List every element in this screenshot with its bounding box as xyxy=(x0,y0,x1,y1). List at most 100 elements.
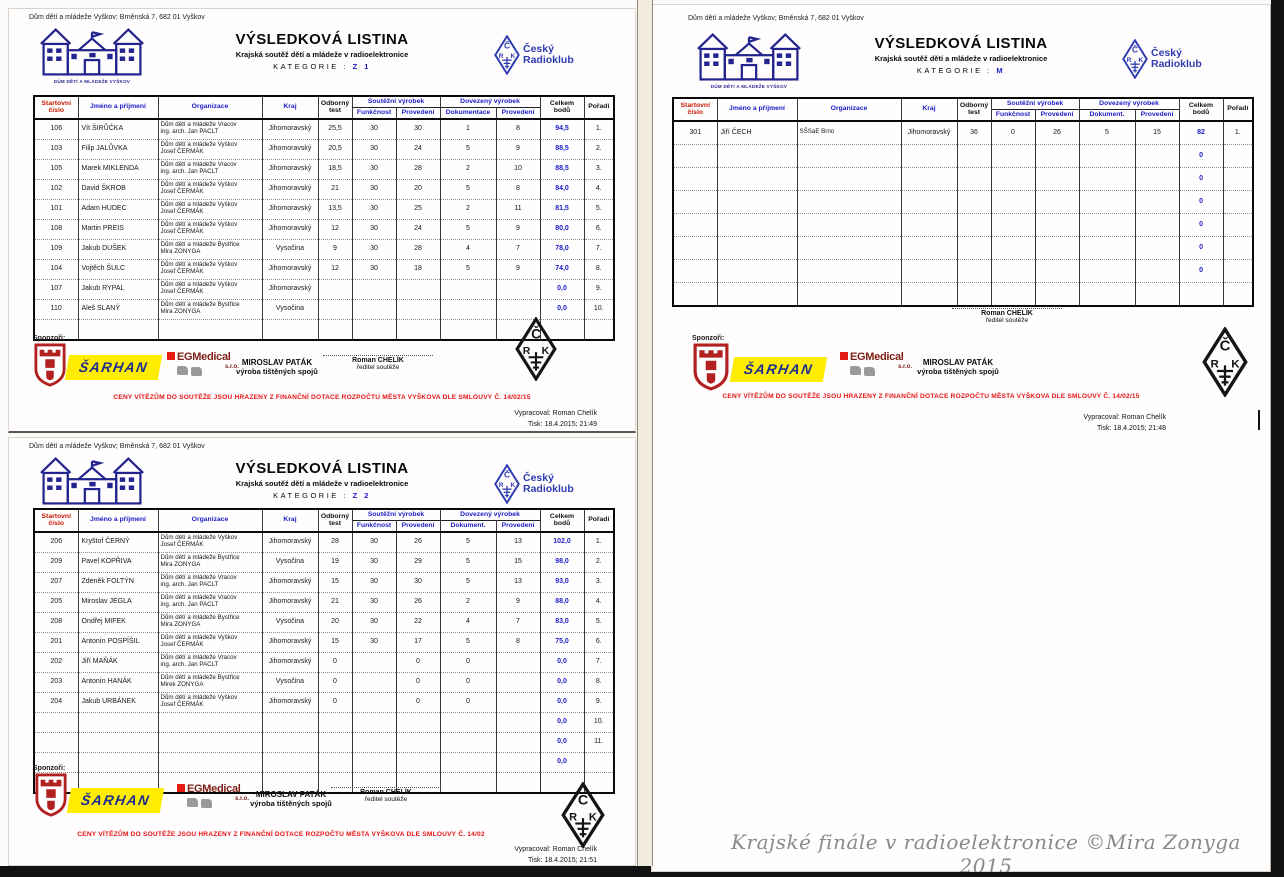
cell-c xyxy=(672,236,718,260)
col-poradi: Pořadí xyxy=(1222,98,1254,121)
cell-k: Jihomoravský xyxy=(261,118,319,140)
cell-organizace xyxy=(796,144,902,168)
cell-d xyxy=(1078,213,1136,237)
cell-t xyxy=(956,236,992,260)
category-value: Z 1 xyxy=(352,62,371,71)
cell-organizace: Dům dětí a mládeže Vracov ing. arch. Jan … xyxy=(157,652,263,673)
cell-organizace: Dům dětí a mládeže Vyškov Josef ČERMÁK xyxy=(157,279,263,300)
title-block: VÝSLEDKOVÁ LISTINA Krajská soutěž dětí a… xyxy=(139,31,505,71)
table-row xyxy=(33,319,615,340)
cell-por: 6. xyxy=(583,632,615,653)
disclaimer-text: CENY VÍTĚZŮM DO SOUTĚŽE JSOU HRAZENY Z F… xyxy=(77,831,485,838)
cell-k xyxy=(900,213,958,237)
cell-t: 12 xyxy=(317,259,353,280)
svg-text:Č: Č xyxy=(504,469,510,480)
cell-por xyxy=(1222,167,1254,191)
cell-organizace xyxy=(796,167,902,191)
cell-p2 xyxy=(495,732,541,753)
col-organizace: Organizace xyxy=(157,96,263,119)
cell-cb: 0 xyxy=(1178,259,1224,283)
svg-text:K: K xyxy=(542,346,550,357)
cell-por: 1. xyxy=(1222,120,1254,145)
cell-cb: 0,0 xyxy=(539,652,585,673)
cell-c xyxy=(672,144,718,168)
cell-por: 5. xyxy=(583,199,615,220)
cell-c: 202 xyxy=(33,652,79,673)
table-row: 0 xyxy=(672,167,1254,191)
col-jmeno: Jméno a příjmení xyxy=(716,98,798,121)
table-row: 110 Aleš SLANÝ Dům dětí a mládeže Bystřice… xyxy=(33,299,615,320)
cell-organizace: SŠSaE Brno xyxy=(796,120,902,145)
cell-k: Vysočina xyxy=(261,239,319,260)
vyskov-coat-of-arms-icon xyxy=(693,343,729,391)
cell-d xyxy=(1078,236,1136,260)
prepared-by-block: Vypracoval: Roman Chelík Tisk: 18.4.2015… xyxy=(1083,412,1166,434)
cell-cb: 82 xyxy=(1178,120,1224,145)
category-label: KATEGORIE : xyxy=(273,491,348,500)
cell-f xyxy=(351,732,397,753)
cell-j: Jiří MAŇÁK xyxy=(77,652,159,673)
table-row: 0,0 xyxy=(33,752,615,773)
table-row: 0 xyxy=(672,236,1254,260)
page-title: VÝSLEDKOVÁ LISTINA xyxy=(235,460,409,477)
cell-k xyxy=(900,167,958,191)
cell-d xyxy=(439,772,497,793)
cell-cb: 0,0 xyxy=(539,279,585,300)
table-row: 208 Ondřej MIFEK Dům dětí a mládeže Bystři… xyxy=(33,612,615,633)
cell-cb: 0,0 xyxy=(539,712,585,733)
cell-j: Jiří ČECH xyxy=(716,120,798,145)
cell-c: 107 xyxy=(33,279,79,300)
cell-t: 28 xyxy=(317,531,353,553)
cell-d: 5 xyxy=(439,552,497,573)
page-address: Dům dětí a mládeže Vyškov; Brněnská 7, 6… xyxy=(688,15,864,22)
page-subtitle: Krajská soutěž dětí a mládeže v radioele… xyxy=(235,479,409,488)
cell-f: 30 xyxy=(351,159,397,180)
page-seam xyxy=(637,0,653,866)
cell-j: David ŠKROB xyxy=(77,179,159,200)
cell-organizace: Dům dětí a mládeže Bystřice Mirek ZONYGA xyxy=(157,672,263,693)
cell-d xyxy=(1078,190,1136,214)
cell-cb xyxy=(1178,282,1224,306)
cell-por: 2. xyxy=(583,139,615,160)
cell-d: 2 xyxy=(439,159,497,180)
signature-block: Roman CHELÍK ředitel soutěže xyxy=(952,308,1062,324)
cell-k: Jihomoravský xyxy=(261,219,319,240)
col-jmeno: Jméno a příjmení xyxy=(77,509,159,532)
cell-c: 102 xyxy=(33,179,79,200)
cell-p1 xyxy=(1034,259,1080,283)
cell-p2: 8 xyxy=(495,179,541,200)
table-row xyxy=(33,772,615,793)
svg-text:R: R xyxy=(499,53,504,60)
cell-k xyxy=(261,319,319,340)
cell-p2: 9 xyxy=(495,259,541,280)
col-provedeni-1: Provedení xyxy=(395,107,441,119)
svg-text:Č: Č xyxy=(1220,337,1231,355)
cell-c: 106 xyxy=(33,118,79,140)
cell-cb: 83,0 xyxy=(539,612,585,633)
scan-edge-right xyxy=(1271,0,1284,872)
cell-t: 0 xyxy=(317,652,353,673)
cell-por: 8. xyxy=(583,259,615,280)
cell-organizace: Dům dětí a mládeže Vyškov Josef ČERMÁK xyxy=(157,692,263,713)
cell-p2 xyxy=(1134,144,1180,168)
category-line: KATEGORIE : Z 2 xyxy=(139,491,505,500)
svg-text:K: K xyxy=(511,53,516,60)
cell-t: 12 xyxy=(317,219,353,240)
page-z2: Dům dětí a mládeže Vyškov; Brněnská 7, 6… xyxy=(8,437,636,866)
radioklub-name: Český Radioklub xyxy=(523,42,574,66)
cell-f: 30 xyxy=(351,592,397,613)
cell-j: Zdeněk FOLTÝN xyxy=(77,572,159,593)
cell-j: Miroslav JEGLA xyxy=(77,592,159,613)
table-row: 107 Jakub RYPAL Dům dětí a mládeže Vyškov J… xyxy=(33,279,615,300)
cell-p1: 22 xyxy=(395,612,441,633)
cell-j xyxy=(716,236,798,260)
cell-t xyxy=(317,279,353,300)
col-provedeni-2: Provedení xyxy=(495,520,541,532)
cell-d: 5 xyxy=(439,632,497,653)
cell-p2: 8 xyxy=(495,632,541,653)
table-row: 202 Jiří MAŇÁK Dům dětí a mládeže Vracov in… xyxy=(33,652,615,673)
col-funkcnost: Funkčnost xyxy=(351,107,397,119)
col-dovezeny-vyrobek: Dovezený výrobek xyxy=(439,96,541,108)
cell-organizace xyxy=(157,319,263,340)
cell-p1 xyxy=(395,752,441,773)
